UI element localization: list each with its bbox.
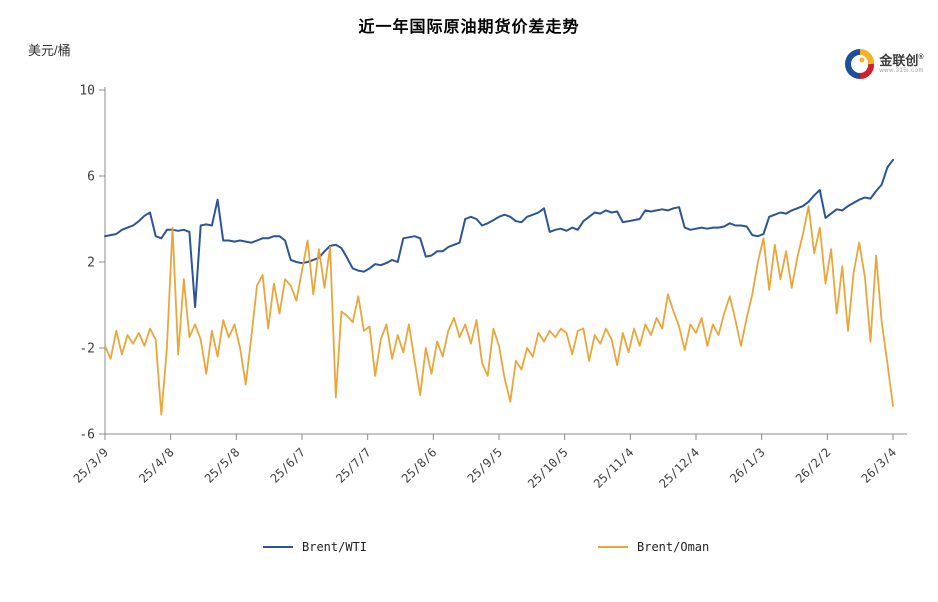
svg-text:25/12/4: 25/12/4 [656,445,702,491]
legend-item-brent-wti: Brent/WTI [263,540,367,554]
svg-text:25/5/8: 25/5/8 [202,445,243,486]
svg-text:25/10/5: 25/10/5 [525,445,571,491]
legend-line-brent-wti-icon [263,546,293,548]
svg-text:-6: -6 [79,428,95,443]
brand-url: www.315i.com [879,67,924,74]
svg-text:26/1/3: 26/1/3 [727,445,768,486]
svg-text:26/3/4: 26/3/4 [859,445,900,486]
svg-text:25/6/7: 25/6/7 [268,445,309,486]
svg-text:-2: -2 [79,342,95,357]
svg-text:25/9/5: 25/9/5 [465,445,506,486]
brand-logo-icon [845,48,875,80]
svg-text:25/4/8: 25/4/8 [136,445,177,486]
svg-text:26/2/2: 26/2/2 [793,445,834,486]
legend-line-brent-oman-icon [598,546,628,548]
legend-label-brent-oman: Brent/Oman [637,540,710,554]
svg-text:25/3/9: 25/3/9 [71,445,112,486]
svg-text:25/8/6: 25/8/6 [399,445,440,486]
svg-text:6: 6 [87,170,95,185]
chart-canvas: 10 6 2 -2 -6 25/3/9 25/4/8 25/5/8 25/6/7 25/7/7 25… [71,84,907,491]
y-axis-unit-label: 美元/桶 [28,43,71,58]
registered-mark: ® [918,53,924,61]
svg-text:25/7/7: 25/7/7 [333,445,374,486]
brand-name: 金联创® [879,52,924,68]
svg-text:10: 10 [79,84,95,99]
legend-item-brent-oman: Brent/Oman [598,540,709,554]
svg-text:25/11/4: 25/11/4 [591,445,637,491]
svg-text:2: 2 [87,256,95,271]
page-title: 近一年国际原油期货价差走势 [358,19,580,36]
brand-logo: 金联创® www.315i.com [845,48,924,80]
legend-label-brent-wti: Brent/WTI [302,540,368,554]
